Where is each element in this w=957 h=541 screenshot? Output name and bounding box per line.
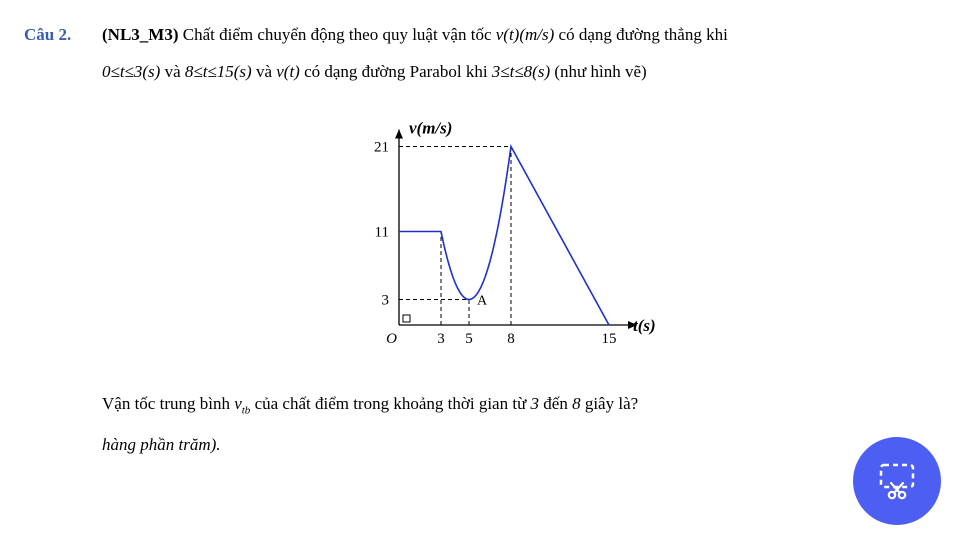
q-vt2: v(t) bbox=[276, 62, 300, 81]
svg-text:A: A bbox=[477, 293, 488, 308]
q-text1b: có dạng đường thẳng khi bbox=[554, 25, 728, 44]
q-text1a: Chất điểm chuyển động theo quy luật vận … bbox=[178, 25, 495, 44]
q-vt: v(t)(m/s) bbox=[496, 25, 555, 44]
scissors-crop-icon bbox=[875, 459, 919, 503]
q-and2: và bbox=[252, 62, 277, 81]
ans-d: hàng phần trăm). bbox=[102, 435, 221, 454]
ans-to: đến bbox=[539, 394, 572, 413]
svg-text:21: 21 bbox=[374, 139, 389, 155]
svg-text:3: 3 bbox=[437, 331, 445, 347]
ans-3: 3 bbox=[531, 394, 540, 413]
answer-block: Vận tốc trung bình vtb của chất điểm tro… bbox=[102, 384, 933, 466]
question-body: (NL3_M3) Chất điểm chuyển động theo quy … bbox=[102, 16, 933, 91]
question-label: Câu 2. bbox=[24, 25, 84, 45]
ans-a: Vận tốc trung bình bbox=[102, 394, 234, 413]
chart-svg: 3 11 21 3 5 8 15 Av(m/s) t(s) O bbox=[299, 105, 659, 365]
q-text2a: có dạng đường Parabol khi bbox=[300, 62, 492, 81]
q-cond3: 3≤t≤8(s) bbox=[492, 62, 550, 81]
q-cond2: 8≤t≤15(s) bbox=[185, 62, 252, 81]
velocity-chart: 3 11 21 3 5 8 15 Av(m/s) t(s) O bbox=[299, 105, 659, 370]
question-code: (NL3_M3) bbox=[102, 25, 178, 44]
svg-text:O: O bbox=[386, 331, 397, 347]
svg-text:8: 8 bbox=[507, 331, 515, 347]
svg-text:15: 15 bbox=[601, 331, 616, 347]
svg-text:t(s): t(s) bbox=[633, 316, 656, 335]
q-cond1: 0≤t≤3(s) bbox=[102, 62, 160, 81]
ans-8: 8 bbox=[572, 394, 581, 413]
svg-text:3: 3 bbox=[381, 292, 389, 308]
crop-fab[interactable] bbox=[853, 437, 941, 525]
svg-text:v(m/s): v(m/s) bbox=[409, 118, 452, 137]
svg-text:5: 5 bbox=[465, 331, 473, 347]
q-text2b: (như hình vẽ) bbox=[550, 62, 647, 81]
svg-text:11: 11 bbox=[374, 224, 388, 240]
q-and1: và bbox=[160, 62, 185, 81]
ans-vtb: vtb bbox=[234, 394, 250, 413]
ans-c: giây là? bbox=[581, 394, 639, 413]
ans-b: của chất điểm trong khoảng thời gian từ bbox=[250, 394, 530, 413]
